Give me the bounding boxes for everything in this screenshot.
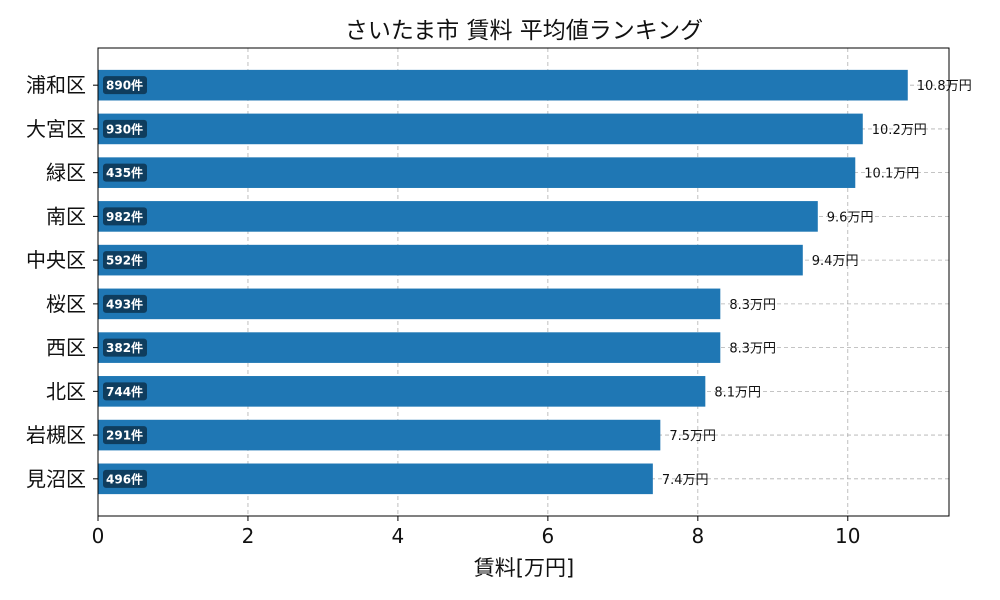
- count-badge: [103, 251, 147, 270]
- category-label: 中央区: [26, 248, 86, 272]
- count-badge: [103, 469, 147, 488]
- category-label: 見沼区: [26, 467, 86, 491]
- value-label: 10.2万円: [872, 123, 927, 138]
- x-tick-label: 0: [92, 524, 105, 548]
- plot-frame: [97, 47, 950, 517]
- value-label: 8.3万円: [729, 342, 776, 357]
- category-label: 岩槻区: [26, 423, 86, 447]
- bar: [98, 419, 661, 451]
- count-badge: [103, 294, 147, 313]
- count-label: 982件: [106, 209, 143, 224]
- value-label: 7.5万円: [669, 429, 716, 444]
- bar: [98, 288, 721, 320]
- x-tick-label: 6: [542, 524, 555, 548]
- value-label: 7.4万円: [662, 473, 709, 488]
- count-label: 382件: [106, 340, 143, 355]
- count-badge: [103, 382, 147, 401]
- bar: [98, 463, 653, 495]
- bar: [98, 332, 721, 363]
- category-label: 大宮区: [26, 117, 86, 141]
- x-tick-label: 4: [392, 524, 405, 548]
- category-label: 南区: [46, 204, 86, 228]
- category-label: 西区: [46, 336, 86, 360]
- x-tick-label: 8: [691, 524, 704, 548]
- bar: [98, 69, 908, 101]
- count-badge: [103, 207, 147, 226]
- value-label: 8.3万円: [729, 298, 776, 313]
- x-tick-label: 10: [835, 524, 860, 548]
- count-badge: [103, 76, 147, 95]
- count-label: 930件: [106, 121, 143, 136]
- bar: [98, 201, 818, 232]
- chart-title: さいたま市 賃料 平均値ランキング: [345, 18, 703, 44]
- value-label: 9.6万円: [827, 210, 874, 225]
- bar: [98, 157, 856, 188]
- value-label: 8.1万円: [714, 385, 761, 400]
- bar: [98, 244, 803, 276]
- count-label: 496件: [106, 471, 143, 486]
- value-label: 10.8万円: [917, 79, 972, 94]
- category-label: 北区: [46, 379, 86, 403]
- bar: [98, 113, 863, 145]
- count-label: 592件: [106, 253, 143, 268]
- count-badge: [103, 163, 147, 182]
- count-badge: [103, 426, 147, 445]
- count-label: 493件: [106, 296, 143, 311]
- count-label: 890件: [106, 78, 143, 93]
- bar: [98, 376, 706, 407]
- value-label: 10.1万円: [864, 167, 919, 182]
- count-badge: [103, 338, 147, 357]
- x-axis-label: 賃料[万円]: [474, 556, 574, 580]
- x-tick-label: 2: [242, 524, 255, 548]
- count-badge: [103, 119, 147, 138]
- value-label: 9.4万円: [812, 254, 859, 269]
- count-label: 435件: [106, 165, 143, 180]
- category-label: 緑区: [46, 161, 86, 185]
- bars: 890件 10.8万円 930件 10.2万円 435件 10.1万円 982件 9.6万円 5…: [98, 69, 972, 495]
- category-label: 桜区: [46, 292, 86, 316]
- count-label: 744件: [106, 384, 143, 399]
- count-label: 291件: [106, 428, 143, 443]
- category-label: 浦和区: [26, 73, 86, 97]
